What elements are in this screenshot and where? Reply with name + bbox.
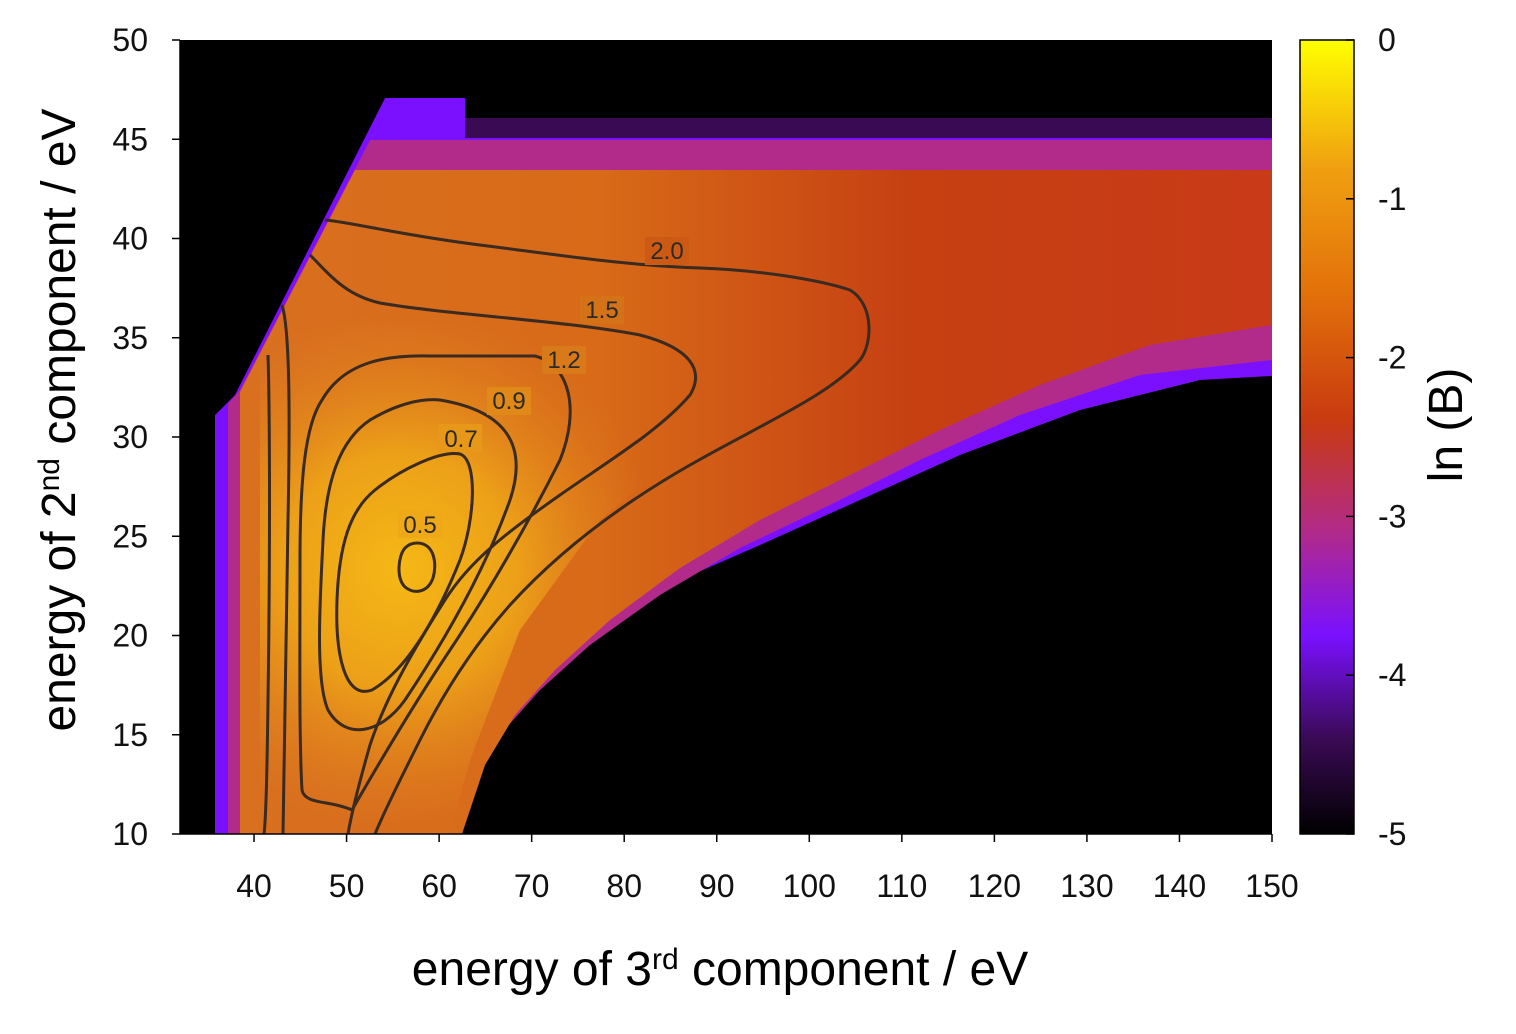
contour-line-0.9 bbox=[318, 398, 518, 732]
axes: 40 50 60 70 80 90 100 110 120 130 140 150 10 15 20 25 3… bbox=[112, 22, 1298, 904]
colorbar-label: ln (B) bbox=[1420, 368, 1473, 483]
y-tick-label: 50 bbox=[112, 22, 148, 58]
x-tick-label: 100 bbox=[783, 868, 836, 904]
x-tick-label: 130 bbox=[1060, 868, 1113, 904]
colorbar-bar bbox=[1299, 39, 1355, 835]
colorbar-tick-label: -3 bbox=[1378, 498, 1406, 534]
x-tick-label: 120 bbox=[968, 868, 1021, 904]
contour-label-2.0: 2.0 bbox=[650, 238, 683, 265]
x-tick-label: 80 bbox=[606, 868, 642, 904]
plot-area: 0.5 0.7 0.9 1.2 1.5 2.0 bbox=[180, 40, 1272, 834]
contour-labels: 0.5 0.7 0.9 1.2 1.5 2.0 bbox=[398, 237, 689, 539]
x-tick-label: 70 bbox=[514, 868, 550, 904]
contour-line-0.7 bbox=[335, 452, 474, 693]
heat-region-rim bbox=[465, 118, 1272, 138]
contour-label-bg bbox=[580, 296, 624, 324]
contour-line-left-1 bbox=[280, 304, 291, 834]
contour-label-bg bbox=[398, 510, 442, 538]
y-tick-label: 40 bbox=[112, 221, 148, 257]
contour-label-bg bbox=[542, 346, 586, 374]
x-tick-label: 40 bbox=[236, 868, 272, 904]
colorbar-tick-label: 0 bbox=[1378, 22, 1396, 58]
colorbar: 0 -1 -2 -3 -4 -5 ln (B) bbox=[1299, 22, 1473, 852]
contour-line-0.5 bbox=[397, 541, 437, 593]
contour-label-0.7: 0.7 bbox=[444, 426, 477, 453]
x-tick-label: 60 bbox=[421, 868, 457, 904]
colorbar-tick-label: -1 bbox=[1378, 181, 1406, 217]
colorbar-ticks: 0 -1 -2 -3 -4 -5 bbox=[1346, 22, 1406, 852]
contour-label-bg bbox=[438, 424, 482, 452]
contour-label-1.2: 1.2 bbox=[547, 347, 580, 374]
y-tick-label: 45 bbox=[112, 121, 148, 157]
contour-label-1.5: 1.5 bbox=[585, 297, 618, 324]
contour-label-0.9: 0.9 bbox=[492, 388, 525, 415]
colorbar-tick-label: -4 bbox=[1378, 657, 1406, 693]
x-tick-label: 110 bbox=[876, 868, 927, 904]
y-tick-label: 35 bbox=[112, 320, 148, 356]
x-tick-label: 140 bbox=[1153, 868, 1206, 904]
y-tick-label: 10 bbox=[112, 816, 148, 852]
y-tick-label: 30 bbox=[112, 419, 148, 455]
contour-line-left-2 bbox=[262, 354, 271, 834]
x-axis-title: energy of 3rd component / eV bbox=[412, 943, 1028, 997]
y-tick-label: 25 bbox=[112, 518, 148, 554]
x-tick-label: 150 bbox=[1245, 868, 1298, 904]
contour-line-1.5 bbox=[308, 253, 697, 834]
y-axis-ticks: 10 15 20 25 30 35 40 45 50 bbox=[112, 22, 180, 852]
x-tick-label: 50 bbox=[329, 868, 365, 904]
contour-label-bg bbox=[487, 387, 531, 415]
contour-label-0.5: 0.5 bbox=[403, 512, 436, 539]
colorbar-tick-label: -2 bbox=[1378, 340, 1406, 376]
x-axis-ticks: 40 50 60 70 80 90 100 110 120 130 140 150 bbox=[236, 834, 1299, 904]
colorbar-tick-label: -5 bbox=[1378, 816, 1406, 852]
contour-line-2.0 bbox=[324, 218, 871, 834]
y-tick-label: 20 bbox=[112, 618, 148, 654]
y-tick-label: 15 bbox=[112, 717, 148, 753]
masked-wedge-upper-left bbox=[180, 40, 1272, 834]
x-tick-label: 90 bbox=[699, 868, 735, 904]
contour-label-bg bbox=[645, 237, 689, 265]
y-axis-title: energy of 2nd component / eV bbox=[33, 108, 87, 731]
contour-lines bbox=[262, 218, 871, 834]
